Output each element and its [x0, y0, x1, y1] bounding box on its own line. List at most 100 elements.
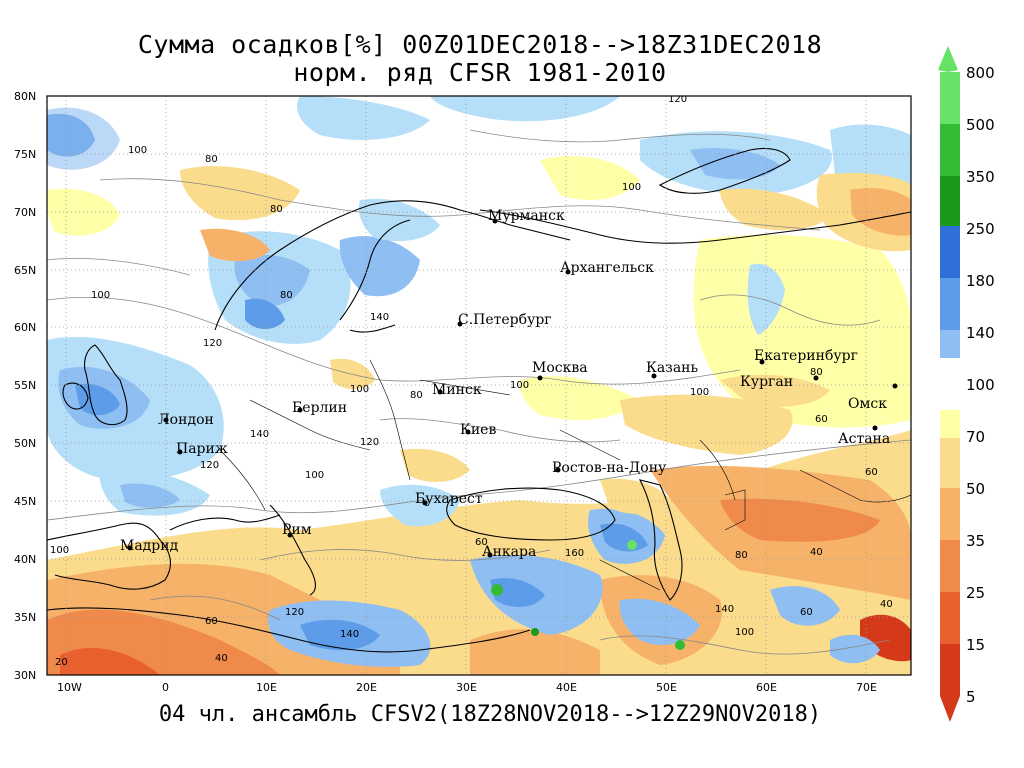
colorbar-label: 140	[966, 324, 995, 342]
lat-label: 70N	[14, 206, 36, 219]
colorbar-label: 35	[966, 532, 985, 550]
colorbar-swatch-35	[940, 488, 960, 540]
lat-axis: 80N 75N 70N 65N 60N 55N 50N 45N 40N 35N …	[14, 90, 36, 682]
contour-label: 120	[285, 607, 304, 618]
contour-label: 80	[280, 290, 293, 301]
contour-label: 20	[55, 657, 68, 668]
city-minsk: Минск	[432, 382, 482, 398]
city-rostov: Ростов-на-Дону	[552, 460, 667, 476]
contour-label: 100	[350, 384, 369, 395]
city-berlin: Берлин	[292, 400, 347, 416]
contour-label: 100	[690, 387, 709, 398]
colorbar-label: 70	[966, 428, 985, 446]
lon-label: 50E	[656, 681, 677, 694]
contour-label: 60	[205, 616, 218, 627]
contour-label: 60	[475, 537, 488, 548]
colorbar-label: 800	[966, 64, 995, 82]
colorbar-swatch-140	[940, 330, 960, 358]
contour-label: 120	[200, 460, 219, 471]
city-bucharest: Бухарест	[415, 491, 483, 507]
map-title-line2: норм. ряд CFSR 1981-2010	[293, 58, 667, 87]
contour-label: 100	[735, 627, 754, 638]
contour-label: 100	[128, 145, 147, 156]
contour-label: 160	[565, 548, 584, 559]
lat-label: 50N	[14, 437, 36, 450]
colorbar: 800 500 350 250 180 140 100 70 50 35 25 …	[938, 46, 995, 722]
ensemble-caption: 04 чл. ансамбль CFSV2(18Z28NOV2018-->12Z…	[158, 702, 822, 727]
colorbar-label: 500	[966, 116, 995, 134]
lat-label: 60N	[14, 321, 36, 334]
colorbar-swatch-5	[940, 644, 960, 696]
contour-label: 120	[360, 437, 379, 448]
colorbar-label: 100	[966, 376, 995, 394]
lon-label: 20E	[356, 681, 377, 694]
contour-label: 140	[715, 604, 734, 615]
contour-label: 60	[800, 607, 813, 618]
contour-label: 40	[215, 653, 228, 664]
city-astana: Астана	[838, 431, 890, 447]
contour-label: 140	[340, 629, 359, 640]
colorbar-swatch-50	[940, 438, 960, 488]
city-moscow: Москва	[532, 360, 588, 376]
lon-axis: 10W 0 10E 20E 30E 40E 50E 60E 70E	[57, 681, 877, 694]
contour-label: 80	[205, 154, 218, 165]
lat-label: 65N	[14, 264, 36, 277]
city-yekaterinburg: Екатеринбург	[754, 348, 858, 364]
contour-label: 80	[270, 204, 283, 215]
city-madrid: Мадрид	[120, 538, 179, 554]
lat-label: 75N	[14, 148, 36, 161]
lat-label: 40N	[14, 553, 36, 566]
lat-label: 35N	[14, 611, 36, 624]
map-title-line1: Сумма осадков[%] 00Z01DEC2018-->18Z31DEC…	[137, 30, 823, 59]
lon-label: 60E	[756, 681, 777, 694]
colorbar-swatch-250	[940, 226, 960, 278]
city-omsk: Омск	[848, 396, 887, 412]
city-london: Лондон	[158, 412, 214, 428]
contour-label: 140	[250, 429, 269, 440]
colorbar-label: 50	[966, 480, 985, 498]
colorbar-label: 350	[966, 168, 995, 186]
colorbar-label: 25	[966, 584, 985, 602]
contour-label: 120	[203, 338, 222, 349]
contour-label: 80	[410, 390, 423, 401]
colorbar-swatch-180	[940, 278, 960, 330]
lon-label: 30E	[456, 681, 477, 694]
colorbar-swatch-350	[940, 176, 960, 226]
colorbar-arrow-bottom	[940, 696, 960, 722]
lon-label: 10E	[256, 681, 277, 694]
colorbar-arrow-top	[938, 46, 958, 72]
city-ankara: Анкара	[482, 544, 536, 560]
lon-label: 0	[162, 681, 169, 694]
lat-label: 55N	[14, 379, 36, 392]
lon-label: 40E	[556, 681, 577, 694]
lon-label: 70E	[856, 681, 877, 694]
lat-label: 30N	[14, 669, 36, 682]
contour-label: 100	[50, 545, 69, 556]
colorbar-swatch-800	[940, 72, 960, 124]
contour-label: 40	[810, 547, 823, 558]
lon-label: 10W	[57, 681, 82, 694]
colorbar-swatch-500	[940, 124, 960, 176]
colorbar-swatch-25	[940, 540, 960, 592]
contour-label: 100	[622, 182, 641, 193]
colorbar-label: 180	[966, 272, 995, 290]
lat-label: 80N	[14, 90, 36, 103]
contour-labels: 120 100 80 100 80 100 80 120 100 100 80 …	[50, 94, 893, 668]
contour-label: 100	[91, 290, 110, 301]
contour-label: 40	[880, 599, 893, 610]
city-rome: Рим	[282, 522, 312, 538]
city-st-petersburg: С.Петербург	[458, 312, 552, 328]
lat-label: 45N	[14, 495, 36, 508]
city-kazan: Казань	[646, 360, 698, 376]
contour-label: 140	[370, 312, 389, 323]
colorbar-swatch-70	[940, 410, 960, 438]
city-paris: Париж	[176, 441, 228, 457]
colorbar-swatch-15	[940, 592, 960, 644]
map-fields: 120 100 80 100 80 100 80 120 100 100 80 …	[47, 94, 911, 675]
colorbar-label: 5	[966, 688, 976, 706]
contour-label: 120	[668, 94, 687, 105]
contour-label: 80	[810, 367, 823, 378]
city-murmansk: Мурманск	[488, 208, 565, 224]
city-arkhangelsk: Архангельск	[560, 260, 654, 276]
contour-label: 100	[510, 380, 529, 391]
